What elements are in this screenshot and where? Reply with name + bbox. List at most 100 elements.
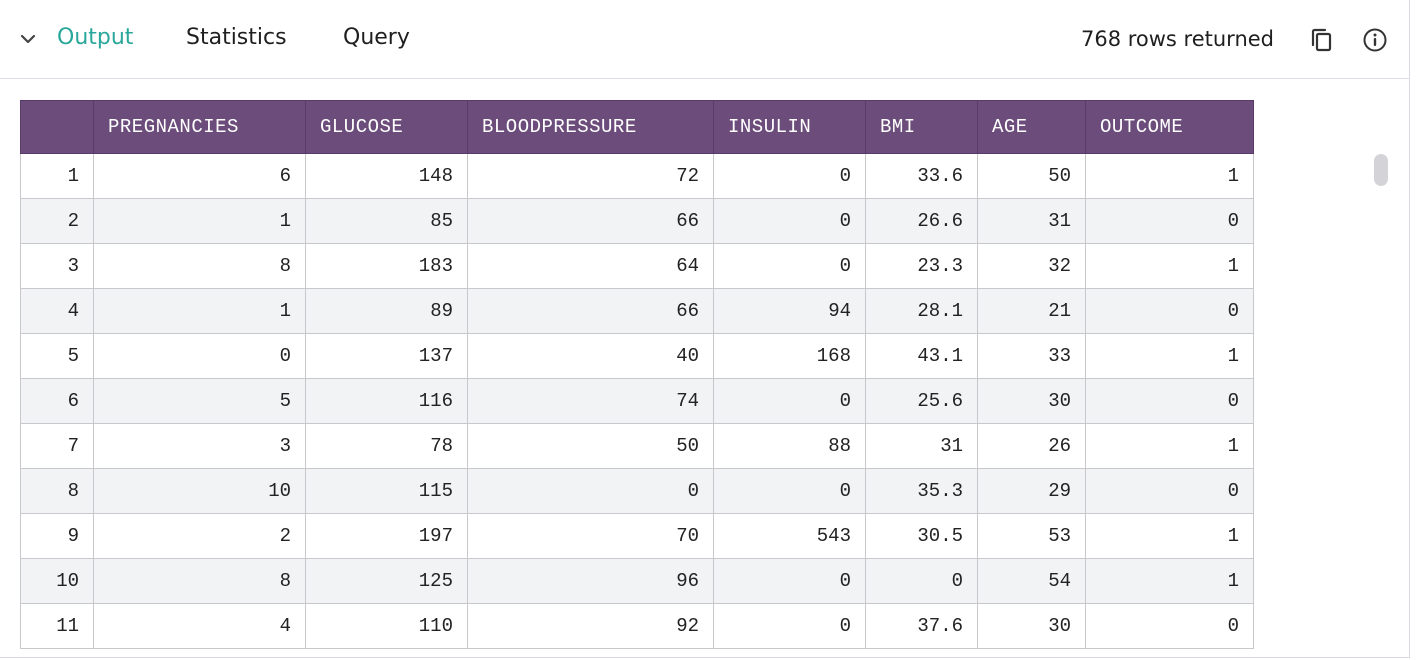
table-cell[interactable]: 3 (93, 423, 306, 469)
table-cell[interactable]: 32 (977, 243, 1086, 289)
table-cell[interactable]: 116 (305, 378, 468, 424)
table-cell[interactable]: 0 (1085, 198, 1254, 244)
copy-button[interactable] (1308, 26, 1336, 54)
table-row[interactable]: 8 10 115 0 0 35.3 29 0 (20, 468, 1254, 514)
table-cell[interactable]: 1 (93, 198, 306, 244)
table-cell[interactable]: 0 (865, 558, 978, 604)
table-cell[interactable]: 168 (713, 333, 866, 379)
table-row[interactable]: 9 2 197 70 543 30.5 53 1 (20, 513, 1254, 559)
column-header-bloodpressure[interactable]: BLOODPRESSURE (467, 100, 714, 154)
table-cell[interactable]: 30 (977, 378, 1086, 424)
table-cell[interactable]: 125 (305, 558, 468, 604)
table-row[interactable]: 2 1 85 66 0 26.6 31 0 (20, 198, 1254, 244)
table-cell[interactable]: 37.6 (865, 603, 978, 649)
table-cell[interactable]: 8 (93, 558, 306, 604)
table-row[interactable]: 4 1 89 66 94 28.1 21 0 (20, 288, 1254, 334)
table-cell[interactable]: 0 (713, 153, 866, 199)
table-cell[interactable]: 66 (467, 288, 714, 334)
table-cell[interactable]: 0 (713, 603, 866, 649)
row-index-cell[interactable]: 6 (20, 378, 94, 424)
table-cell[interactable]: 0 (713, 558, 866, 604)
table-cell[interactable]: 30 (977, 603, 1086, 649)
vertical-scrollbar-thumb[interactable] (1374, 154, 1388, 186)
table-cell[interactable]: 197 (305, 513, 468, 559)
row-index-cell[interactable]: 4 (20, 288, 94, 334)
column-header-insulin[interactable]: INSULIN (713, 100, 866, 154)
table-cell[interactable]: 0 (467, 468, 714, 514)
table-cell[interactable]: 64 (467, 243, 714, 289)
table-cell[interactable]: 148 (305, 153, 468, 199)
tab-statistics[interactable]: Statistics (186, 25, 287, 50)
table-cell[interactable]: 23.3 (865, 243, 978, 289)
table-cell[interactable]: 2 (93, 513, 306, 559)
column-header-index[interactable] (20, 100, 94, 154)
table-row[interactable]: 11 4 110 92 0 37.6 30 0 (20, 603, 1254, 649)
table-cell[interactable]: 110 (305, 603, 468, 649)
table-cell[interactable]: 25.6 (865, 378, 978, 424)
table-cell[interactable]: 0 (1085, 603, 1254, 649)
table-cell[interactable]: 43.1 (865, 333, 978, 379)
table-cell[interactable]: 5 (93, 378, 306, 424)
table-cell[interactable]: 137 (305, 333, 468, 379)
table-cell[interactable]: 26 (977, 423, 1086, 469)
table-cell[interactable]: 0 (93, 333, 306, 379)
row-index-cell[interactable]: 8 (20, 468, 94, 514)
column-header-age[interactable]: AGE (977, 100, 1086, 154)
table-cell[interactable]: 4 (93, 603, 306, 649)
table-cell[interactable]: 0 (1085, 288, 1254, 334)
table-cell[interactable]: 31 (865, 423, 978, 469)
table-row[interactable]: 3 8 183 64 0 23.3 32 1 (20, 243, 1254, 289)
row-index-cell[interactable]: 2 (20, 198, 94, 244)
table-cell[interactable]: 1 (1085, 558, 1254, 604)
table-cell[interactable]: 30.5 (865, 513, 978, 559)
row-index-cell[interactable]: 9 (20, 513, 94, 559)
table-cell[interactable]: 6 (93, 153, 306, 199)
table-cell[interactable]: 94 (713, 288, 866, 334)
table-cell[interactable]: 70 (467, 513, 714, 559)
table-cell[interactable]: 21 (977, 288, 1086, 334)
table-cell[interactable]: 31 (977, 198, 1086, 244)
table-cell[interactable]: 74 (467, 378, 714, 424)
table-cell[interactable]: 50 (467, 423, 714, 469)
table-cell[interactable]: 10 (93, 468, 306, 514)
table-cell[interactable]: 183 (305, 243, 468, 289)
table-cell[interactable]: 26.6 (865, 198, 978, 244)
table-cell[interactable]: 115 (305, 468, 468, 514)
row-index-cell[interactable]: 11 (20, 603, 94, 649)
table-cell[interactable]: 8 (93, 243, 306, 289)
table-cell[interactable]: 1 (1085, 333, 1254, 379)
column-header-bmi[interactable]: BMI (865, 100, 978, 154)
table-cell[interactable]: 50 (977, 153, 1086, 199)
table-cell[interactable]: 92 (467, 603, 714, 649)
table-cell[interactable]: 1 (1085, 423, 1254, 469)
table-cell[interactable]: 1 (1085, 513, 1254, 559)
table-cell[interactable]: 543 (713, 513, 866, 559)
column-header-pregnancies[interactable]: PREGNANCIES (93, 100, 306, 154)
table-cell[interactable]: 33.6 (865, 153, 978, 199)
table-cell[interactable]: 72 (467, 153, 714, 199)
row-index-cell[interactable]: 1 (20, 153, 94, 199)
table-cell[interactable]: 0 (713, 378, 866, 424)
table-cell[interactable]: 33 (977, 333, 1086, 379)
column-header-outcome[interactable]: OUTCOME (1085, 100, 1254, 154)
table-cell[interactable]: 0 (713, 468, 866, 514)
table-cell[interactable]: 53 (977, 513, 1086, 559)
tab-output[interactable]: Output (57, 25, 134, 50)
table-cell[interactable]: 0 (713, 243, 866, 289)
table-cell[interactable]: 1 (93, 288, 306, 334)
table-row[interactable]: 1 6 148 72 0 33.6 50 1 (20, 153, 1254, 199)
table-cell[interactable]: 89 (305, 288, 468, 334)
table-row[interactable]: 5 0 137 40 168 43.1 33 1 (20, 333, 1254, 379)
table-cell[interactable]: 54 (977, 558, 1086, 604)
table-cell[interactable]: 29 (977, 468, 1086, 514)
table-row[interactable]: 7 3 78 50 88 31 26 1 (20, 423, 1254, 469)
row-index-cell[interactable]: 10 (20, 558, 94, 604)
table-row[interactable]: 6 5 116 74 0 25.6 30 0 (20, 378, 1254, 424)
info-button[interactable] (1361, 26, 1389, 54)
column-header-glucose[interactable]: GLUCOSE (305, 100, 468, 154)
table-cell[interactable]: 0 (1085, 378, 1254, 424)
table-cell[interactable]: 85 (305, 198, 468, 244)
table-cell[interactable]: 35.3 (865, 468, 978, 514)
table-cell[interactable]: 88 (713, 423, 866, 469)
row-index-cell[interactable]: 5 (20, 333, 94, 379)
